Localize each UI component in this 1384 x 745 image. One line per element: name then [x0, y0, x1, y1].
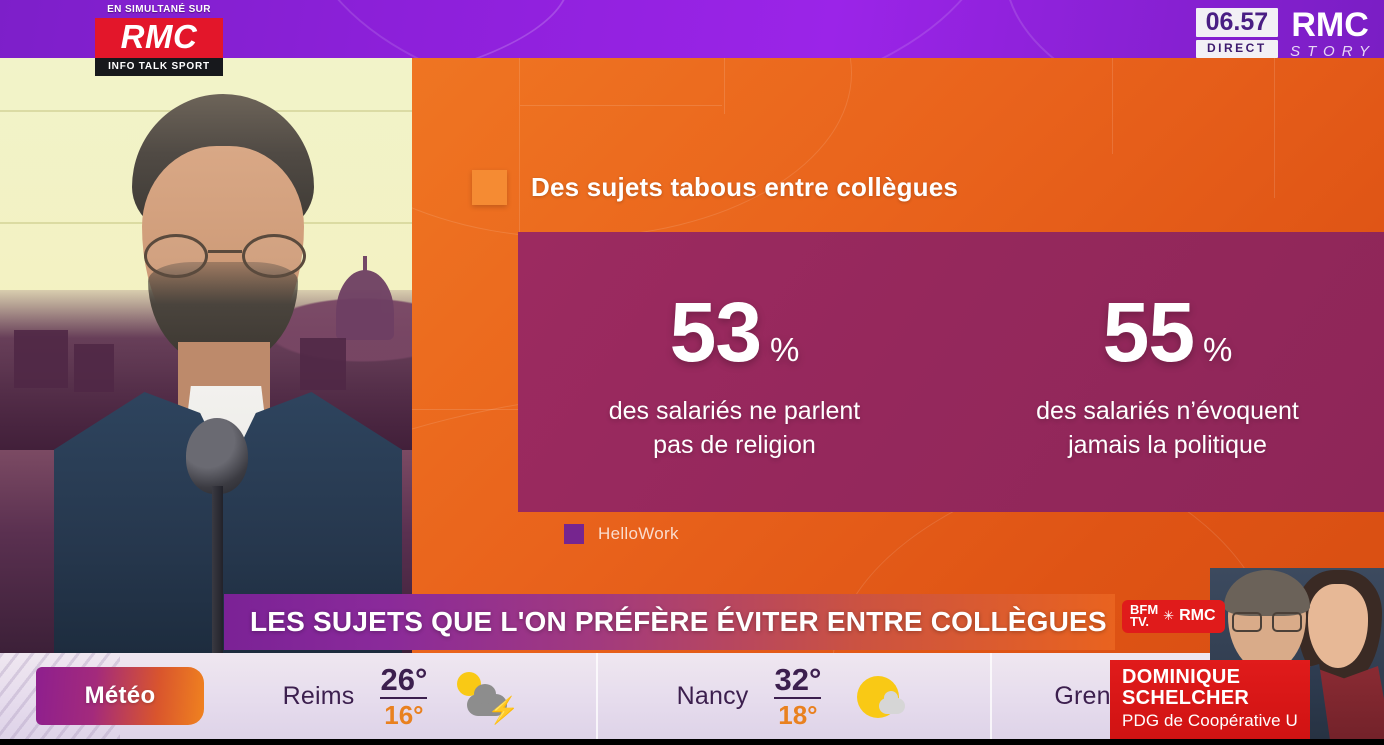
channel-logo: RMC STORY — [1284, 8, 1376, 61]
rmc-badge-text: RMC — [1179, 607, 1216, 624]
cloud-shape — [879, 691, 906, 714]
microphone-stem — [212, 486, 223, 653]
temp-min: 18° — [778, 700, 818, 730]
guest2-face — [1308, 584, 1368, 668]
guest-name-card: DOMINIQUE SCHELCHER PDG de Coopérative U — [1110, 660, 1310, 745]
panel-decor-line-5 — [1274, 58, 1275, 198]
simulcast-rmc-logo-block: EN SIMULTANÉ SUR RMC INFO TALK SPORT — [95, 0, 223, 76]
simulcast-label: EN SIMULTANÉ SUR — [107, 4, 211, 15]
stat-value-row: 53 % — [670, 290, 800, 374]
top-header-bar — [0, 0, 1384, 58]
weather-badge: Météo — [36, 667, 204, 725]
building-shape — [14, 330, 68, 388]
infographic-heading-row: Des sujets tabous entre collègues — [472, 170, 958, 205]
statistics-card: 53 % des salariés ne parlent pas de reli… — [518, 232, 1384, 512]
screen-bottom-edge — [0, 739, 1384, 745]
guest-first-name: DOMINIQUE — [1122, 666, 1241, 688]
panel-decor-line-4 — [1112, 58, 1113, 154]
stat-value: 53 — [669, 285, 762, 379]
temp-max: 32° — [774, 662, 822, 699]
guest-glasses-lens-left — [1232, 612, 1262, 632]
host-glasses-icon — [142, 234, 308, 278]
host-figure — [54, 94, 402, 653]
rmc-tagline: INFO TALK SPORT — [95, 58, 223, 76]
stat-unit: % — [1203, 331, 1233, 368]
clock-group: 06.57 DIRECT — [1195, 8, 1279, 58]
weather-city-reims: Reims 26° 16° ⚡ — [204, 653, 596, 739]
sun-cloud-icon — [847, 670, 911, 722]
temp-min: 16° — [384, 700, 424, 730]
building-shape — [74, 344, 114, 392]
tv-text: TV. — [1130, 614, 1150, 629]
city-name: Nancy — [676, 681, 749, 710]
lightning-bolt-icon: ⚡ — [486, 695, 520, 725]
purple-square-icon — [564, 524, 584, 544]
orange-square-icon — [472, 170, 507, 205]
microphone-icon — [186, 418, 248, 494]
clock-and-channel-bug: 06.57 DIRECT RMC STORY — [1195, 8, 1376, 70]
stat-caption-line2: jamais la politique — [1068, 431, 1267, 459]
stat-caption-line2: pas de religion — [653, 431, 816, 459]
lower-third-banner: LES SUJETS QUE L'ON PRÉFÈRE ÉVITER ENTRE… — [224, 594, 1115, 650]
stat-caption-line1: des salariés ne parlent — [608, 397, 861, 425]
temp-max: 26° — [380, 662, 428, 699]
glasses-lens-right — [242, 234, 306, 278]
guest1-hair — [1224, 570, 1310, 616]
stat-block: 53 % des salariés ne parlent pas de reli… — [518, 232, 951, 512]
panel-decor-arc-3 — [412, 58, 852, 238]
studio-video-feed: Apolline matin — [0, 58, 412, 653]
stat-block: 55 % des salariés n’évoquent jamais la p… — [951, 232, 1384, 512]
storm-cloud-icon: ⚡ — [453, 670, 520, 725]
weather-city-nancy: Nancy 32° 18° — [598, 653, 990, 739]
lower-third-title: LES SUJETS QUE L'ON PRÉFÈRE ÉVITER ENTRE… — [250, 606, 1107, 637]
clock-time: 06.57 — [1195, 8, 1279, 37]
bfmtv-wordmark: BFM TV. — [1130, 602, 1159, 629]
star-icon: ✳ — [1163, 608, 1175, 623]
channel-brand-name: RMC — [1291, 6, 1369, 44]
stat-caption: des salariés ne parlent pas de religion — [609, 394, 861, 462]
ticker-divider — [596, 653, 598, 739]
source-label: HelloWork — [598, 524, 679, 543]
channel-brand-sub: STORY — [1290, 43, 1376, 60]
ticker-divider — [990, 653, 992, 739]
guest-role: PDG de Coopérative U — [1122, 711, 1298, 730]
stat-unit: % — [770, 331, 800, 368]
stat-value-row: 55 % — [1103, 290, 1233, 374]
city-name: Reims — [282, 681, 355, 710]
weather-badge-label: Météo — [84, 682, 156, 709]
dome-building-icon — [336, 270, 394, 340]
city-temperatures: 32° 18° — [774, 662, 822, 730]
bfm-text: BFM — [1130, 602, 1159, 617]
glasses-lens-left — [144, 234, 208, 278]
rmc-wordmark: RMC — [95, 18, 223, 58]
guest-glasses-lens-right — [1272, 612, 1302, 632]
stat-caption: des salariés n’évoquent jamais la politi… — [1036, 394, 1299, 462]
stat-caption-line1: des salariés n’évoquent — [1036, 397, 1299, 425]
infographic-heading: Des sujets tabous entre collègues — [531, 172, 959, 202]
header-swoosh-decor-2 — [300, 0, 1000, 58]
bfmtv-rmc-badge: BFM TV. ✳ RMC — [1122, 600, 1225, 633]
glasses-bridge — [208, 250, 242, 253]
guest1-glasses-icon — [1232, 612, 1302, 632]
building-shape — [300, 338, 346, 390]
stat-value: 55 — [1102, 285, 1195, 379]
city-temperatures: 26° 16° — [380, 662, 428, 730]
source-attribution: HelloWork — [564, 524, 679, 544]
live-indicator: DIRECT — [1195, 40, 1279, 58]
guest-last-name: SCHELCHER — [1122, 687, 1250, 709]
cloud-shape — [467, 684, 508, 716]
infographic-panel: Des sujets tabous entre collègues 53 % d… — [412, 58, 1384, 653]
